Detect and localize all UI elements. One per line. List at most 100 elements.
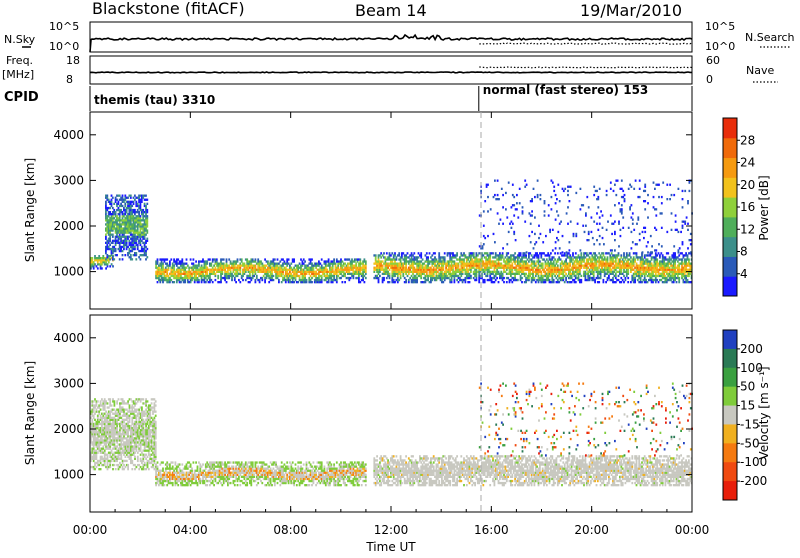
data-cell — [129, 252, 131, 254]
data-cell — [588, 231, 590, 233]
data-cell — [321, 281, 323, 283]
data-cell — [524, 186, 526, 188]
data-cell — [436, 269, 438, 271]
data-cell — [181, 258, 183, 260]
data-cell — [682, 198, 684, 200]
data-cell — [644, 184, 646, 186]
data-cell — [511, 271, 513, 273]
data-cell — [105, 236, 107, 238]
data-cell — [271, 277, 273, 279]
data-cell — [494, 241, 496, 243]
data-cell — [394, 275, 396, 277]
data-cell — [528, 279, 530, 281]
nsky-tick-top: 10^5 — [49, 20, 79, 33]
data-cell — [554, 252, 556, 254]
data-cell — [533, 247, 535, 249]
data-cell — [644, 186, 646, 188]
data-cell — [580, 254, 582, 256]
data-cell — [531, 198, 533, 200]
data-cell — [389, 273, 391, 275]
data-cell — [379, 271, 381, 273]
data-cell — [340, 263, 342, 265]
data-cell — [518, 273, 520, 275]
data-cell — [555, 247, 557, 249]
data-cell — [93, 415, 95, 417]
data-cell — [405, 254, 407, 256]
data-cell — [420, 256, 422, 258]
data-cell — [96, 458, 98, 460]
data-cell — [545, 235, 547, 237]
data-cell — [159, 281, 161, 283]
data-cell — [140, 207, 142, 209]
data-cell — [420, 252, 422, 254]
data-cell — [293, 267, 295, 269]
data-cell — [241, 258, 243, 260]
data-cell — [436, 258, 438, 260]
data-cell — [124, 195, 126, 197]
data-cell — [534, 216, 536, 218]
data-cell — [102, 448, 104, 450]
data-cell — [466, 260, 468, 262]
data-cell — [618, 254, 620, 256]
data-cell — [190, 271, 192, 273]
data-cell — [111, 263, 113, 265]
data-cell — [551, 208, 553, 210]
data-cell — [485, 256, 487, 258]
data-cell — [489, 258, 491, 260]
data-cell — [484, 273, 486, 275]
data-cell — [552, 182, 554, 184]
data-cell — [607, 221, 609, 223]
data-cell — [671, 194, 673, 196]
data-cell — [530, 241, 532, 243]
data-cell — [564, 188, 566, 190]
y-tick-label: 3000 — [53, 173, 84, 187]
data-cell — [433, 273, 435, 275]
data-cell — [120, 238, 122, 240]
data-cell — [658, 243, 660, 245]
data-cell — [620, 277, 622, 279]
data-cell — [112, 256, 114, 258]
data-cell — [557, 214, 559, 216]
data-cell — [173, 265, 175, 267]
data-cell — [431, 254, 433, 256]
data-cell — [142, 197, 144, 199]
data-cell — [606, 190, 608, 192]
data-cell — [656, 267, 658, 269]
data-cell — [495, 279, 497, 281]
data-cell — [429, 252, 431, 254]
data-cell — [169, 260, 171, 262]
data-cell — [633, 256, 635, 258]
data-cell — [569, 241, 571, 243]
data-cell — [587, 260, 589, 262]
data-cell — [347, 265, 349, 267]
data-cell — [478, 281, 480, 283]
data-cell — [233, 275, 235, 277]
data-cell — [398, 254, 400, 256]
data-cell — [553, 279, 555, 281]
data-cell — [231, 279, 233, 281]
data-cell — [378, 277, 380, 279]
data-cell — [608, 277, 610, 279]
data-cell — [454, 279, 456, 281]
data-cell — [597, 229, 599, 231]
data-cell — [534, 243, 536, 245]
data-cell — [102, 415, 104, 417]
data-cell — [94, 406, 96, 408]
data-cell — [636, 252, 638, 254]
data-cell — [105, 267, 107, 269]
data-cell — [122, 258, 124, 260]
data-cell — [660, 252, 662, 254]
data-cell — [288, 263, 290, 265]
data-cell — [355, 265, 357, 267]
data-cell — [101, 425, 103, 427]
data-cell — [481, 258, 483, 260]
header-date: 19/Mar/2010 — [580, 1, 682, 20]
data-cell — [130, 221, 132, 223]
data-cell — [516, 202, 518, 204]
data-cell — [440, 258, 442, 260]
data-cell — [131, 258, 133, 260]
data-cell — [615, 275, 617, 277]
data-cell — [598, 281, 600, 283]
data-cell — [402, 275, 404, 277]
